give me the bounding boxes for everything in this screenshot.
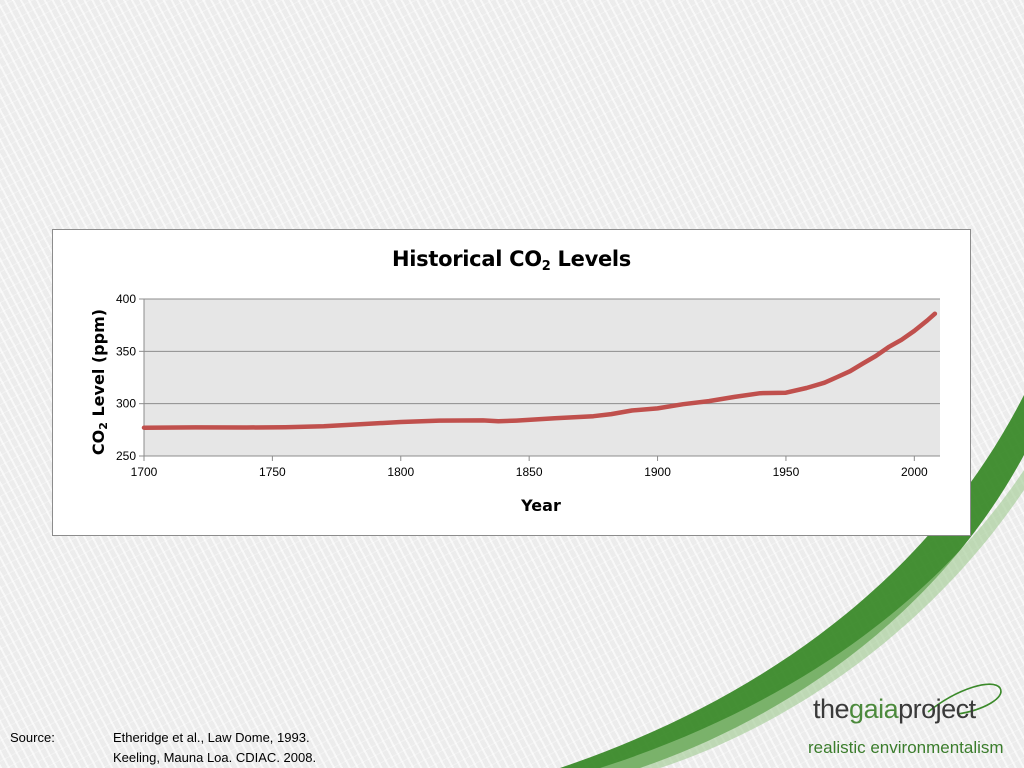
source-label: Source: xyxy=(10,730,55,745)
logo-wordmark: thegaiaproject xyxy=(813,694,976,724)
logo-swirl-icon xyxy=(927,683,1002,715)
y-tick-label: 350 xyxy=(116,344,136,358)
x-tick-label: 1900 xyxy=(644,465,671,479)
y-tick-label: 250 xyxy=(116,449,136,463)
x-tick-label: 1800 xyxy=(387,465,414,479)
chart-title: Historical CO2 Levels xyxy=(391,247,631,274)
plot-area xyxy=(144,299,940,456)
source-line-1: Etheridge et al., Law Dome, 1993. xyxy=(113,730,310,745)
x-tick-label: 1850 xyxy=(516,465,543,479)
x-tick-label: 1750 xyxy=(259,465,286,479)
x-axis-title: Year xyxy=(521,496,561,515)
x-tick-label: 1700 xyxy=(131,465,158,479)
y-tick-label: 400 xyxy=(116,292,136,306)
source-line-2: Keeling, Mauna Loa. CDIAC. 2008. xyxy=(113,750,317,765)
y-tick-label: 300 xyxy=(116,397,136,411)
gaia-project-logo: thegaiaproject realistic environmentalis… xyxy=(808,680,1018,768)
chart-area: 250 300 350 400 1700 1750 1800 1850 1900 1950 2000… xyxy=(52,229,971,536)
y-axis-title: CO2 Level (ppm) xyxy=(89,308,110,456)
logo-tagline: realistic environmentalism xyxy=(808,738,1004,757)
x-tick-label: 1950 xyxy=(773,465,800,479)
x-tick-label: 2000 xyxy=(901,465,928,479)
series-line xyxy=(141,311,938,430)
line-chart: 250 300 350 400 1700 1750 1800 1850 1900 1950 2000 xyxy=(116,292,940,479)
